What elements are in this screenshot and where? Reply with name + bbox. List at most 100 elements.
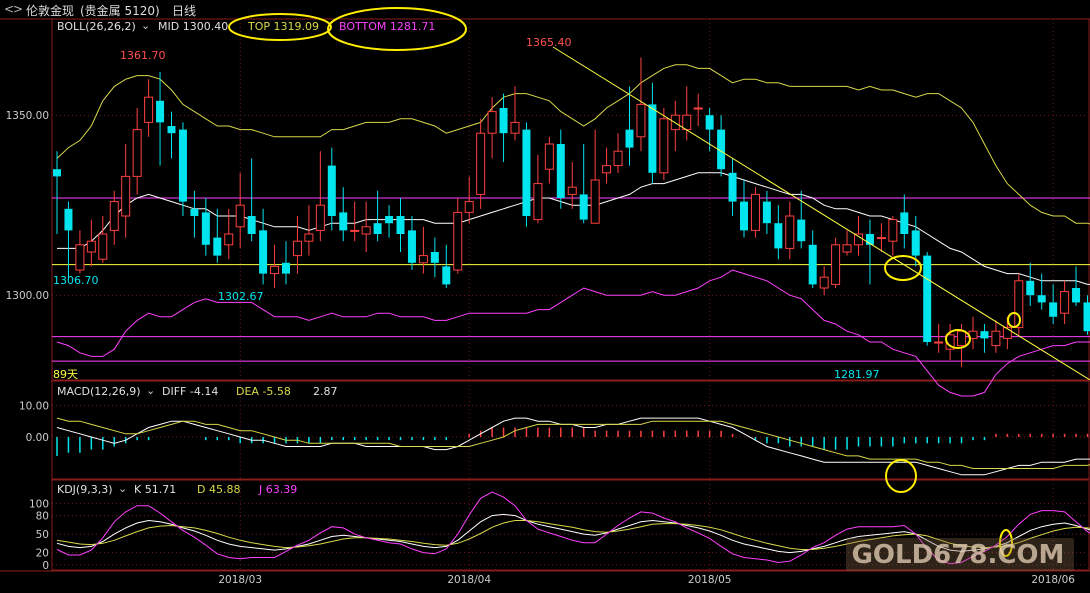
back-icon[interactable]: < (4, 2, 15, 16)
candle-body (636, 103, 646, 138)
candle-body (980, 331, 989, 339)
candle-body (659, 118, 669, 174)
candle-body (259, 230, 268, 274)
candle-body (86, 240, 96, 253)
y-tick-label: 20 (36, 548, 49, 560)
candle-body (510, 121, 520, 134)
chevron-down-icon[interactable]: ⌄ (146, 384, 156, 397)
period-label[interactable]: 日线 (172, 4, 197, 18)
symbol-desc: (贵金属 5120) (80, 4, 160, 18)
candle-body (544, 143, 554, 170)
candle-body (396, 216, 405, 234)
y-tick-label: 50 (36, 529, 49, 541)
candle-body (785, 215, 795, 249)
candle-body (464, 201, 474, 213)
candle-body (831, 244, 841, 285)
candle-body (315, 204, 325, 231)
annotation-high2: 1365.40 (526, 36, 572, 49)
candle-body (705, 115, 714, 130)
reference-lines (52, 197, 1090, 362)
candle-body (842, 244, 852, 253)
macd-value: 2.87 (313, 385, 338, 398)
chevron-down-icon[interactable]: ⌄ (118, 482, 128, 495)
panel-frame (51, 479, 1090, 571)
candle-body (373, 223, 382, 234)
candle-body (350, 229, 360, 232)
candle-body (854, 233, 863, 246)
candle-body (144, 96, 154, 123)
candle-body (132, 129, 142, 177)
candle-body (121, 175, 131, 217)
candle-body (487, 111, 497, 134)
candle-body (453, 211, 463, 271)
candle-body (75, 244, 85, 271)
macd-label[interactable]: MACD(12,26,9) (57, 385, 141, 398)
candle-body (717, 129, 726, 170)
watermark-text: GOLD678.COM (852, 540, 1065, 570)
x-tick-label: 2018/06 (1031, 574, 1075, 586)
candle-body (522, 129, 531, 216)
macd-dea: DEA -5.58 (236, 385, 291, 398)
y-tick-label: 100 (29, 498, 49, 510)
candle-body (1014, 280, 1024, 329)
candle-body (224, 233, 234, 246)
bottom-highlight-circle (327, 7, 467, 51)
candle-body (304, 233, 314, 242)
boll-bands (56, 64, 1090, 397)
forward-icon[interactable]: > (13, 2, 24, 16)
candle-body (774, 223, 783, 249)
candle-body (201, 212, 210, 245)
candle-body (740, 201, 748, 231)
resistance-touch-circle (884, 255, 922, 281)
candle-body (934, 341, 944, 344)
trend-line (552, 46, 1090, 381)
candle-body (235, 204, 245, 228)
candle-body (98, 233, 108, 260)
candle-body (750, 193, 760, 231)
annotation-low2: 1302.67 (218, 290, 264, 303)
panel-frame (51, 18, 1090, 381)
candle-body (476, 132, 486, 195)
chevron-down-icon[interactable]: ⌄ (141, 19, 151, 32)
candle-body (602, 165, 612, 174)
candle-body (808, 244, 817, 285)
candle-body (190, 208, 199, 216)
boll-lower-line (56, 269, 1090, 397)
candle-body (327, 165, 336, 216)
candle-body (109, 201, 119, 231)
candle-body (339, 212, 348, 231)
candle-body (900, 212, 909, 234)
candle-body (797, 219, 806, 242)
candle-body (270, 265, 280, 275)
y-tick-label: 0 (42, 560, 49, 572)
y-tick-label: 1350.00 (6, 110, 49, 122)
days-label: 89天 (53, 368, 78, 381)
macd-cross-circle (885, 459, 917, 493)
panel-frames (0, 18, 1090, 572)
candle-body (1002, 327, 1012, 339)
candle-body (1072, 288, 1081, 303)
macd-dea-line (56, 417, 1090, 469)
candle-body (361, 226, 371, 235)
boll-mid: MID 1300.40 (158, 20, 229, 33)
candle-body (1026, 280, 1035, 296)
y-tick-label: 80 (36, 511, 49, 523)
candle-body (167, 126, 176, 134)
candle-body (648, 104, 657, 173)
candle-body (613, 150, 623, 167)
candles (53, 57, 1090, 368)
y-tick-label: 0.00 (26, 432, 49, 444)
macd-diff-line (56, 417, 1090, 476)
kdj-j: J 63.39 (259, 483, 298, 496)
kdj-label[interactable]: KDJ(9,3,3) (57, 483, 113, 496)
candle-body (957, 330, 967, 347)
candle-body (213, 237, 222, 256)
boll-label[interactable]: BOLL(26,26,2) (57, 20, 136, 33)
candle-body (1083, 302, 1090, 332)
highlight-circles (228, 7, 1021, 557)
candle-body (625, 129, 634, 148)
candle-body (407, 230, 416, 263)
boll-upper-line (56, 64, 1090, 225)
